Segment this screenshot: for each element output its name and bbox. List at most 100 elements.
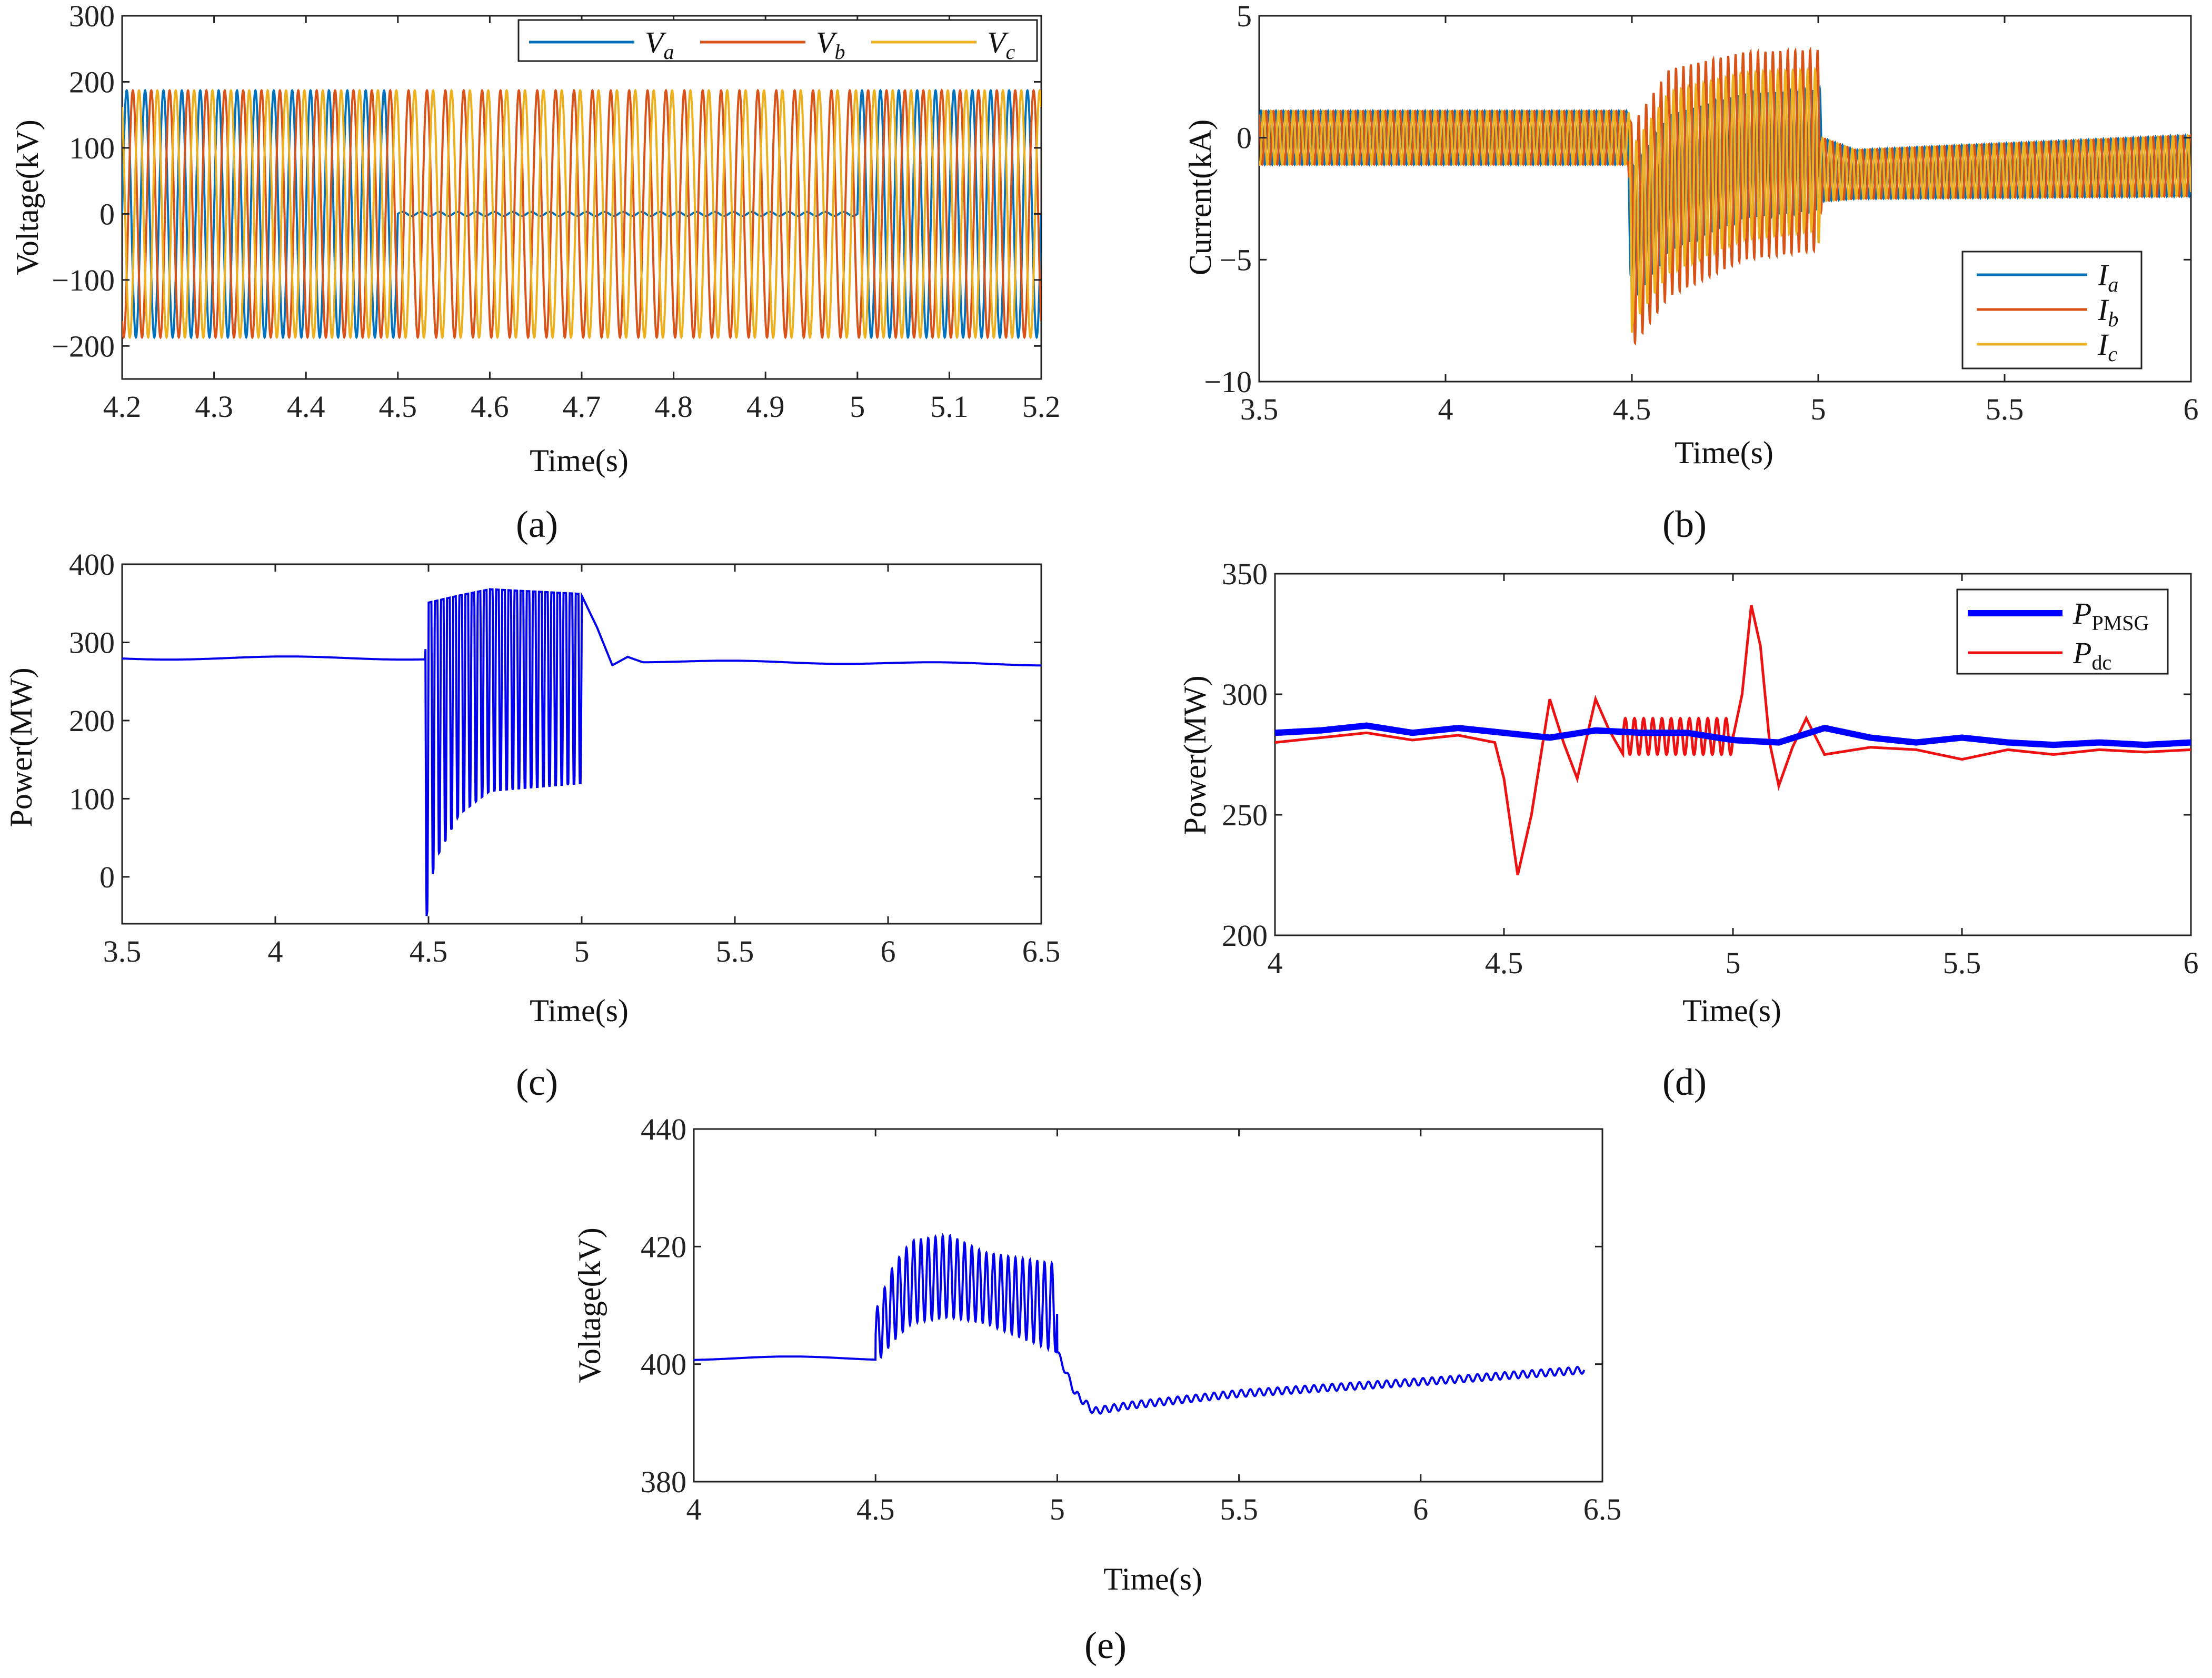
y-tick-label: 300 [69,0,115,33]
x-tick-label: 4.4 [287,389,325,424]
x-tick-label: 4 [686,1492,702,1526]
x-tick-label: 5 [1811,392,1826,426]
x-tick-label: 4.5 [1613,392,1651,426]
x-tick-labels: 4 4.5 5 5.5 6 [1268,574,2199,980]
x-tick-label: 4.5 [1485,946,1523,980]
caption-e: (e) [1084,1624,1127,1666]
x-tick-label: 4 [1438,392,1453,426]
y-tick-label: 0 [1237,121,1252,155]
x-tick-label: 5.5 [1220,1492,1258,1526]
chart-marks [122,588,1041,916]
caption-a: (a) [516,503,558,545]
x-tick-label: 5 [1050,1492,1065,1526]
x-tick-label: 6.5 [1583,1492,1622,1526]
y-tick-label: 400 [69,547,115,582]
y-tick-label: −10 [1204,365,1252,399]
legend-subscript: b [834,40,845,64]
x-tick-label: 4.7 [563,389,601,424]
chart-marks [122,88,1041,339]
legend-subscript: dc [2091,651,2111,674]
chart-marks [1259,46,2191,346]
series-line-Vc [122,88,1041,339]
x-tick-label: 5.1 [930,389,969,424]
x-tick-label: 4 [268,934,283,968]
legend-subscript: b [2108,307,2118,331]
x-tick-label: 5.5 [1943,946,1981,980]
y-tick-label: 420 [641,1230,686,1264]
x-tick-label: 6 [1413,1492,1428,1526]
y-tick-label: 5 [1237,0,1252,33]
legend-label-Va: Va [645,25,674,64]
caption-c: (c) [516,1061,558,1103]
series-line-power [122,588,1041,916]
y-tick-labels: 300 200 100 0 −100 −200 [52,0,1041,363]
y-tick-label: 300 [1222,677,1268,712]
y-tick-labels: 350 300 250 200 [1222,557,2191,953]
plot-frame [693,1128,1603,1483]
legend-subscript: a [2108,273,2118,296]
x-tick-label: 6 [2184,392,2199,426]
x-tick-label: 4.2 [103,389,142,424]
x-axis-label: Time(s) [1675,435,1773,470]
chart-marks [1275,605,2191,876]
x-tick-label: 6.5 [1022,934,1061,968]
series-line-Ib [1259,46,2191,346]
y-tick-label: 300 [69,625,115,660]
y-tick-label: 380 [641,1465,686,1499]
x-tick-label: 3.5 [1240,392,1279,426]
y-axis-label: Voltage(kV) [10,119,45,275]
legend-box [1956,588,2169,675]
x-tick-label: 4.5 [856,1492,895,1526]
y-tick-label: −200 [52,329,115,363]
legend-subscript: a [663,40,674,64]
y-tick-label: 250 [1222,798,1268,832]
series-line-Vb [122,88,1041,339]
series-line-Ic [1259,66,2191,333]
series-line-voltage [694,1233,1586,1415]
legend-subscript: PMSG [2091,611,2149,635]
caption-d: (d) [1662,1061,1707,1103]
x-tick-labels: 4.2 4.3 4.4 4.5 4.6 4.7 4.8 4.9 5 5.1 5.2 [103,16,1061,424]
y-tick-label: −5 [1219,243,1252,277]
y-axis-label: Power(MW) [1178,675,1212,835]
y-tick-label: 100 [69,782,115,816]
panel-e-voltage: 440 420 400 380 4 4.5 5 5.5 6 6.5 Time(s) Voltag… [572,1112,1621,1666]
y-tick-label: 0 [99,197,115,231]
series-line-Va [122,88,1041,339]
x-tick-label: 5.5 [1986,392,2024,426]
x-tick-label: 5.5 [716,934,754,968]
x-tick-labels: 3.5 4 4.5 5 5.5 6 [1240,16,2199,426]
y-tick-labels: 400 300 200 100 0 [69,547,1041,894]
y-axis-label: Power(MW) [4,667,38,827]
y-tick-label: 200 [69,704,115,738]
series-line-Ppmsg [1275,722,2191,748]
x-tick-label: 4.8 [654,389,693,424]
x-tick-label: 4.3 [195,389,233,424]
x-tick-label: 4.9 [746,389,785,424]
y-tick-label: 440 [641,1112,686,1146]
y-tick-label: 200 [1222,918,1268,953]
x-tick-labels: 3.5 4 4.5 5 5.5 6 6.5 [103,564,1061,968]
y-axis-label: Current(kA) [1183,119,1218,276]
x-axis-label: Time(s) [1682,993,1781,1028]
series-line-Pdc [1275,605,2191,876]
y-tick-labels: 440 420 400 380 [641,1112,1602,1499]
legend-subscript: c [2108,342,2117,366]
y-tick-label: 0 [99,860,115,894]
x-tick-label: 5.2 [1022,389,1061,424]
x-axis-label: Time(s) [1103,1562,1202,1596]
x-axis-label: Time(s) [530,993,629,1028]
x-axis-label: Time(s) [530,443,629,478]
legend-box [517,19,1038,62]
panel-a-voltage-abc: 300 200 100 0 −100 −200 4.2 4.3 4.4 4.5 4.6 4.7 4.8… [10,0,1060,545]
x-tick-label: 4.5 [410,934,448,968]
x-tick-label: 4 [1268,946,1283,980]
legend: Va Vb Vc [517,19,1038,64]
x-tick-label: 5 [850,389,865,424]
panel-d-power-pmsg-dc: 350 300 250 200 4 4.5 5 5.5 6 Time(s) Power(MW)… [1178,557,2199,1103]
x-tick-label: 4.6 [471,389,509,424]
y-tick-label: 350 [1222,557,1268,591]
x-tick-label: 4.5 [379,389,417,424]
